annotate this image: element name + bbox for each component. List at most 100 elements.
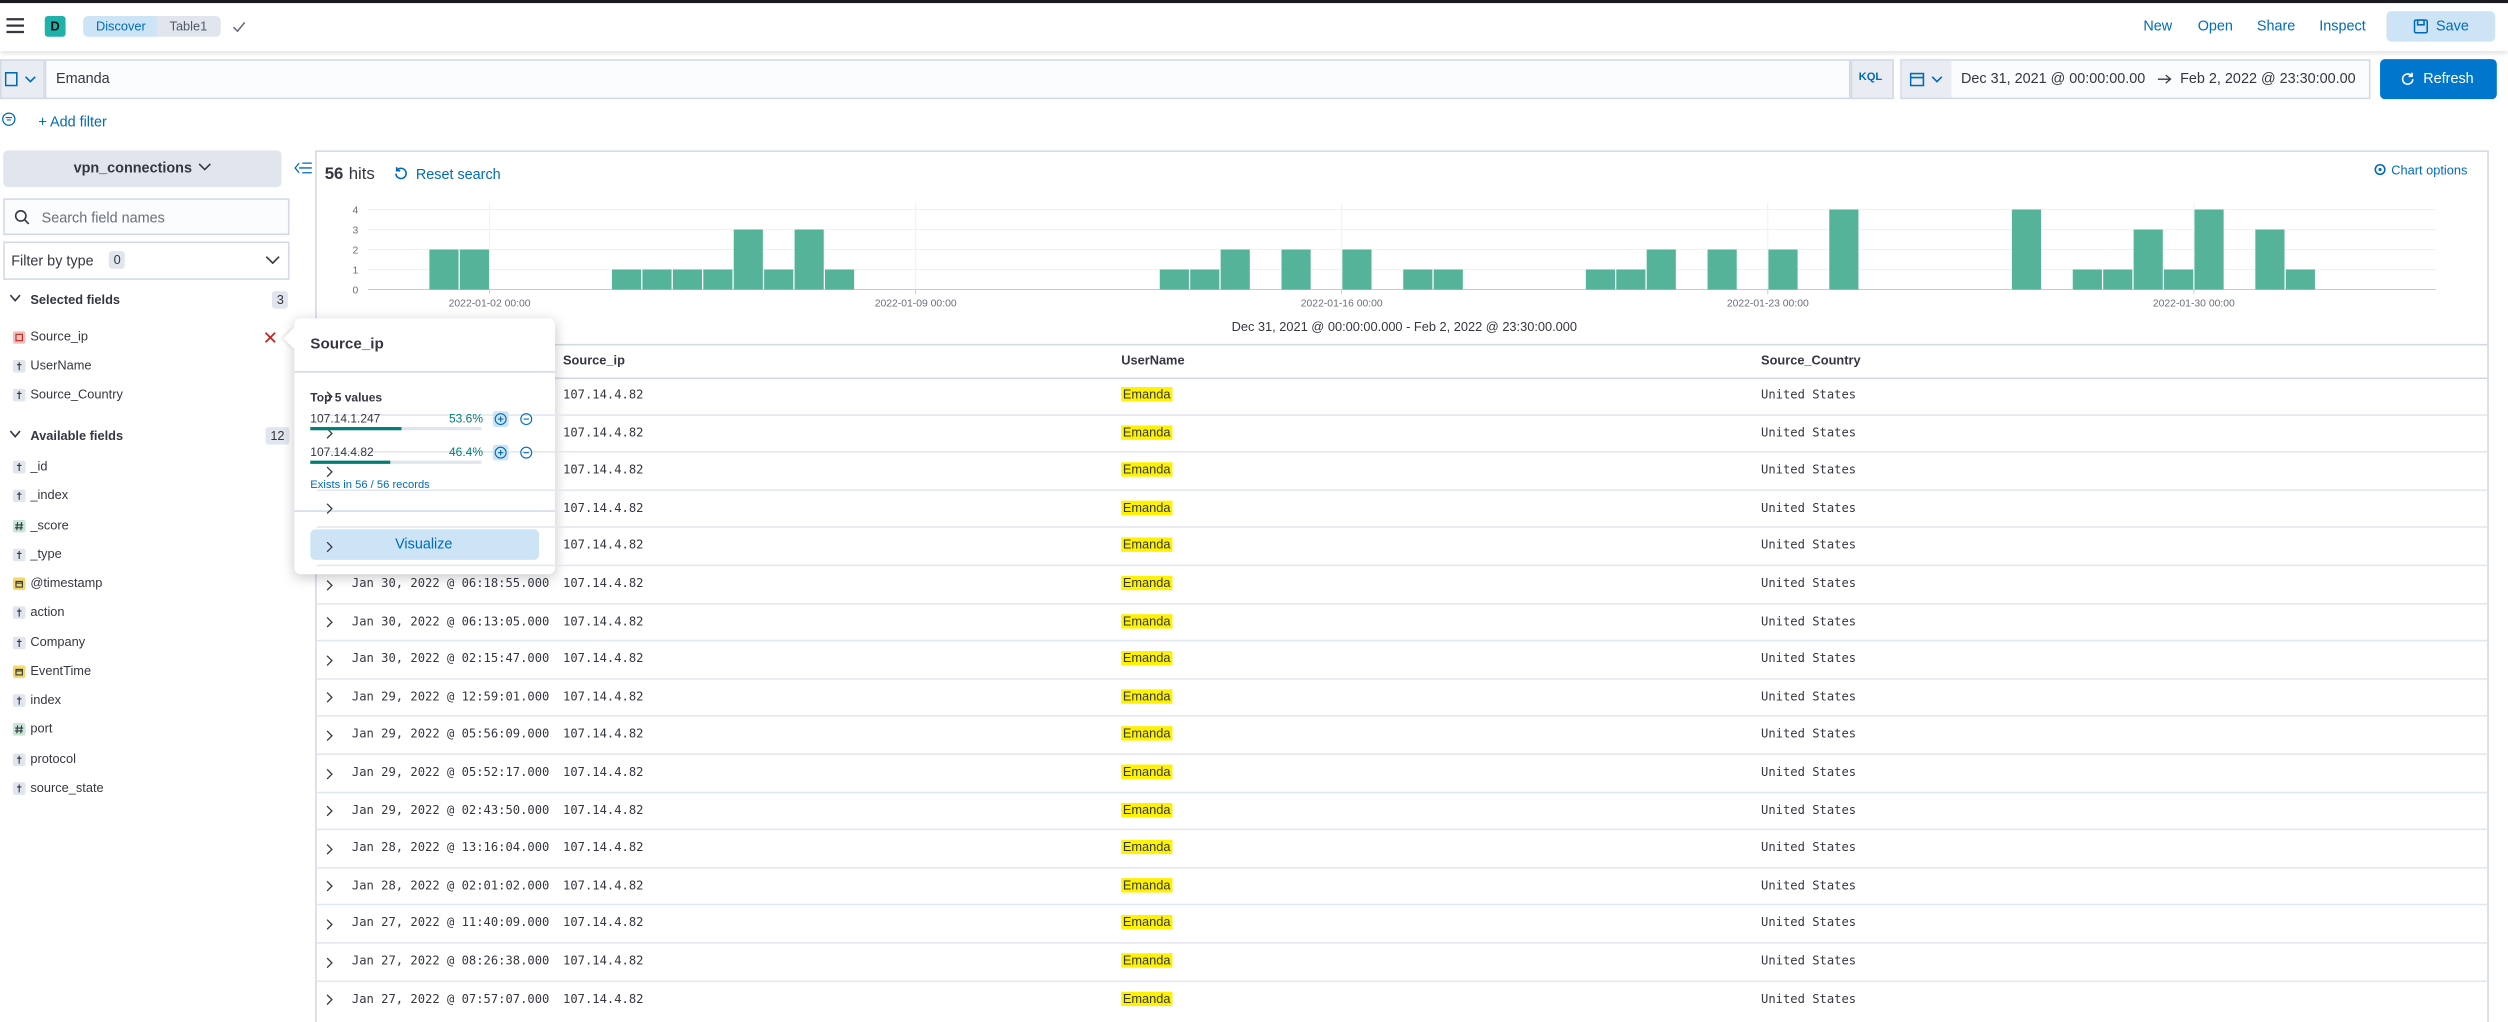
expand-icon[interactable] [325,918,335,931]
header-link[interactable]: New [2143,17,2173,34]
header-link[interactable]: Share [2256,17,2296,34]
bar [429,249,459,290]
search-fields[interactable] [3,198,290,236]
chevron-icon[interactable] [9,430,21,440]
chevron [326,768,333,779]
collapse-icon[interactable] [294,162,312,175]
field-name[interactable]: @timestamp [30,575,103,591]
expand-icon[interactable] [325,389,335,402]
expand-icon[interactable] [325,691,335,704]
icon-ring [520,413,533,426]
field-name[interactable]: _id [30,459,48,474]
divider [294,510,556,512]
filter-out-icon[interactable] [518,444,534,460]
expand-icon[interactable] [325,578,335,591]
x-tick-label: 2022-01-23 00:00 [1727,298,1809,309]
expand-icon[interactable] [325,540,335,553]
filter-for-icon[interactable] [492,443,509,460]
expand-icon[interactable] [325,427,335,440]
column-header[interactable]: UserName [1121,353,1185,368]
row-divider [316,866,2488,869]
menu-icon[interactable] [6,18,25,34]
header-link[interactable]: Open [2197,17,2233,34]
expand-icon[interactable] [325,465,335,478]
row-divider [316,677,2488,680]
expand-icon[interactable] [325,767,335,780]
hit-label: hits [348,164,375,184]
icon-glyph [16,463,22,472]
expand-icon[interactable] [325,616,335,629]
expand-icon[interactable] [325,654,335,667]
field-name[interactable]: Company [30,634,86,649]
chart-options[interactable]: Chart options [2391,163,2468,178]
bar [733,229,763,290]
query-text[interactable]: Emanda [55,70,110,87]
index-pattern-button[interactable] [3,150,282,188]
field-name[interactable]: action [30,605,65,620]
filter-icon[interactable] [2,112,16,126]
date-picker[interactable] [1900,59,2371,100]
column-header[interactable]: Source_Country [1761,353,1861,368]
expand-icon[interactable] [325,880,335,893]
chevron [326,730,333,741]
start-date[interactable]: Dec 31, 2021 @ 00:00:00.00 [1960,70,2146,87]
filter-out-icon[interactable] [518,411,534,427]
section-title[interactable]: Available fields [30,428,124,444]
expand-icon[interactable] [325,805,335,818]
visualize-button[interactable] [310,529,540,560]
expand-icon[interactable] [325,842,335,855]
filter-for-icon[interactable] [492,411,509,428]
expand-icon[interactable] [325,729,335,742]
expand-icon[interactable] [325,503,335,516]
filter-by-type[interactable] [3,241,290,280]
end-date[interactable]: Feb 2, 2022 @ 23:30:00.00 [2180,70,2356,87]
cell: Jan 30, 2022 @ 02:15:47.000 [351,651,550,666]
highlighted-cell: Emanda [1121,689,1173,704]
reset-search[interactable]: Reset search [415,166,501,183]
field-name[interactable]: _type [30,546,62,562]
column-header[interactable]: Source_ip [563,353,625,368]
field-name[interactable]: index [30,692,61,708]
breadcrumb[interactable]: Discover [83,15,159,37]
avatar[interactable]: D [44,15,66,37]
saved-query-button[interactable] [0,59,45,100]
cell: United States [1761,840,1857,855]
refresh-button[interactable] [2380,59,2497,100]
field-name[interactable]: _score [30,517,69,532]
language-switch[interactable] [1850,59,1894,100]
field-name[interactable]: Source_ip [30,329,89,344]
chevron-icon[interactable] [9,294,21,304]
cell: United States [1761,651,1857,666]
popover-title: Source_ip [310,335,384,354]
section-title[interactable]: Selected fields [30,292,121,308]
y-tick-label: 2 [353,245,359,256]
cell: United States [1761,575,1857,591]
chevron-icon [265,256,280,265]
expand-icon[interactable] [325,956,335,969]
cell: 107.14.4.82 [563,877,644,893]
field-name[interactable]: protocol [30,751,76,766]
field-name[interactable]: _index [30,488,69,503]
chevron [326,579,333,590]
bar [1616,269,1646,290]
field-name[interactable]: Source_Country [30,387,123,402]
query-input[interactable] [44,59,1851,100]
breadcrumb[interactable]: Table1 [156,15,221,37]
remove-icon[interactable] [264,331,277,344]
row-divider [316,790,2488,793]
field-name[interactable]: UserName [30,358,92,373]
cell: Jan 27, 2022 @ 11:40:09.000 [351,915,550,930]
bar [1707,249,1737,290]
save-button[interactable] [2386,11,2496,42]
check-icon[interactable] [232,19,246,33]
cell: 107.14.4.82 [563,387,644,402]
expand-icon[interactable] [325,993,335,1006]
field-name[interactable]: port [30,722,53,737]
cell: United States [1761,915,1857,930]
header-link[interactable]: Inspect [2319,17,2366,34]
field-name[interactable]: EventTime [30,663,92,678]
add-filter[interactable]: + Add filter [38,113,107,130]
field-name[interactable]: source_state [30,780,104,795]
